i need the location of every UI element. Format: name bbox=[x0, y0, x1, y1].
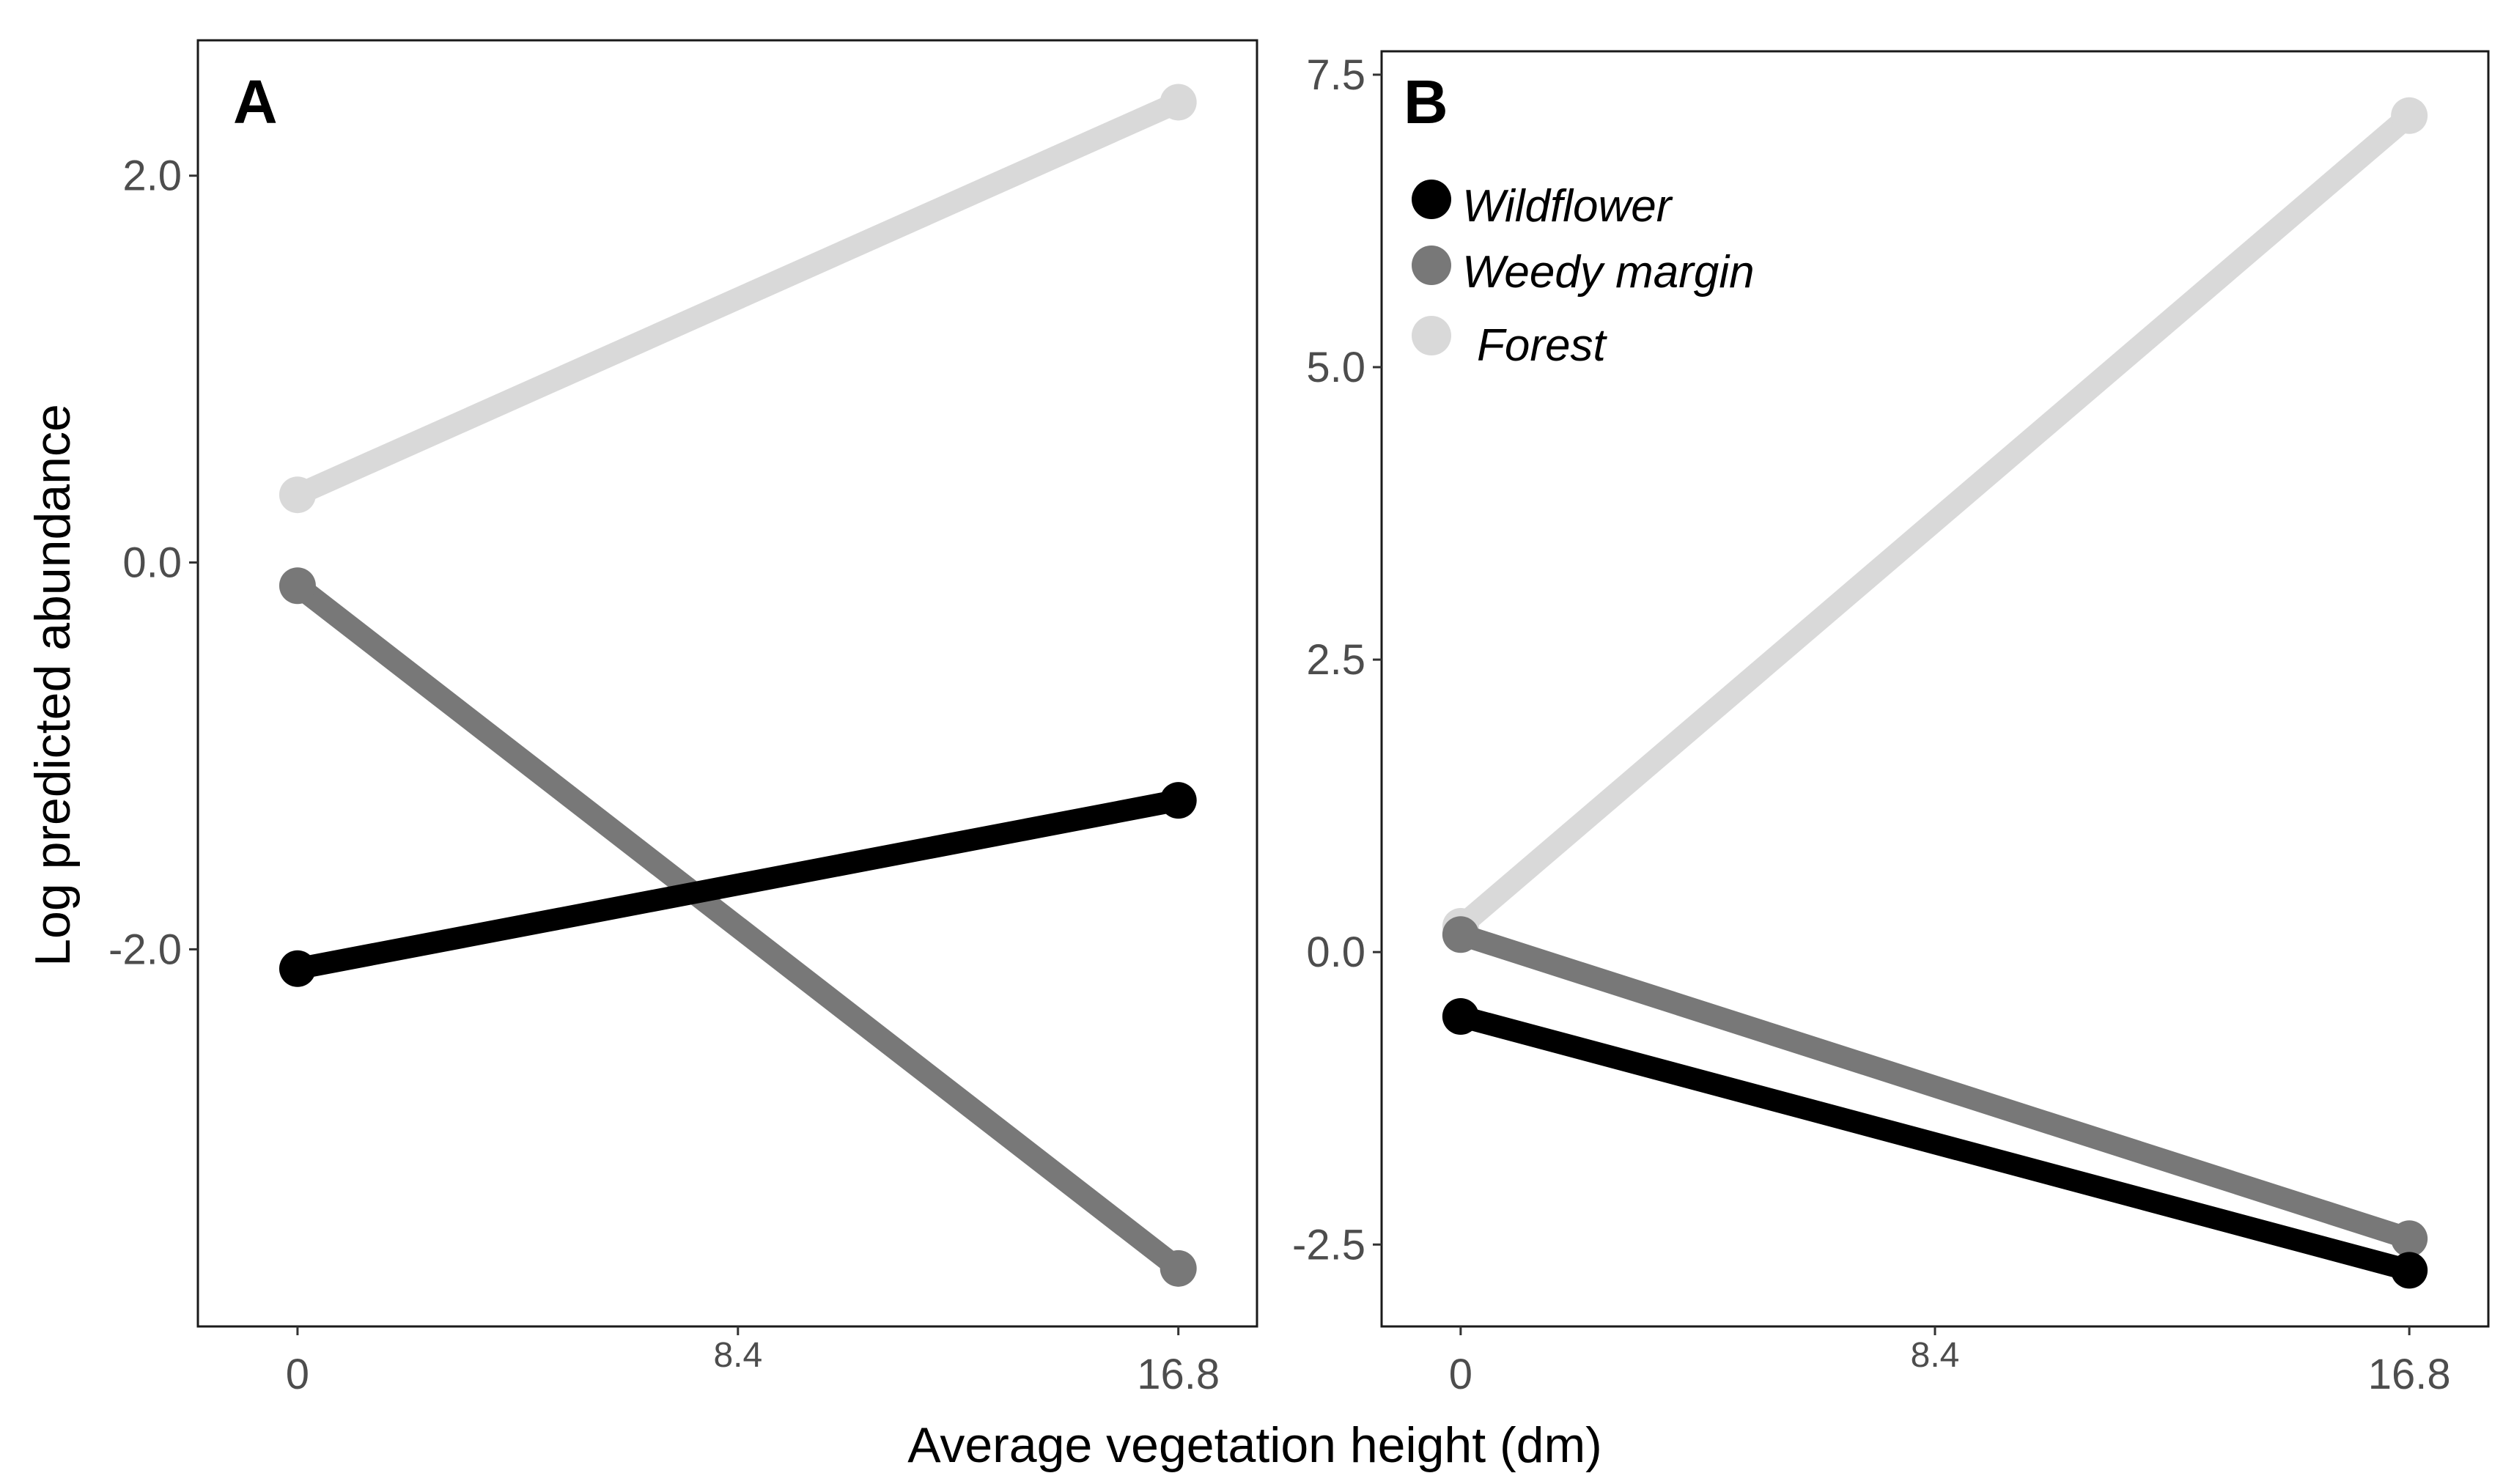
x-axis-title: Average vegetation height (dm) bbox=[907, 1417, 1602, 1473]
panel-a-ytick-label: -2.0 bbox=[108, 926, 182, 973]
panel-a-point-forest bbox=[279, 476, 316, 514]
panel-a-frame bbox=[196, 39, 1258, 1328]
panel-b-point-wildflower bbox=[2391, 1252, 2428, 1289]
panel-b-xtick-label: 8.4 bbox=[1911, 1336, 1960, 1375]
legend-label-wildflower: Wildflower bbox=[1462, 181, 1673, 232]
panel-a-xtick-label: 16.8 bbox=[1137, 1351, 1220, 1398]
panel-a-ytick-label: 2.0 bbox=[122, 152, 182, 200]
panel-b-point-weedy-margin bbox=[2391, 1220, 2428, 1258]
panel-a-ytick-label: 0.0 bbox=[122, 539, 182, 587]
panel-a-point-weedy-margin bbox=[279, 567, 316, 605]
legend-swatch-forest bbox=[1412, 316, 1451, 355]
legend-swatch-wildflower bbox=[1412, 180, 1451, 219]
panel-b-ytick-label: 7.5 bbox=[1306, 51, 1365, 99]
panel-a-letter: A bbox=[233, 67, 278, 136]
legend-label-weedy-margin: Weedy margin bbox=[1462, 247, 1755, 298]
legend-swatch-weedy-margin bbox=[1412, 246, 1451, 285]
panel-b-point-forest bbox=[2391, 97, 2428, 134]
panel-a-xtick-label: 8.4 bbox=[713, 1336, 762, 1375]
panel-a-point-wildflower bbox=[279, 950, 316, 987]
panel-b-series-line-forest bbox=[1449, 104, 2421, 938]
panel-b-ytick-label: 5.0 bbox=[1306, 344, 1365, 391]
panel-b-ytick-label: 0.0 bbox=[1306, 929, 1365, 976]
legend: Wildflower Weedy margin Forest bbox=[1412, 180, 1755, 371]
panel-a: -2.0 0.0 2.0 0 8.4 16.8 A bbox=[108, 39, 1258, 1398]
panel-a-point-wildflower bbox=[1160, 782, 1197, 819]
panel-a-xtick-label: 0 bbox=[286, 1351, 309, 1398]
y-axis-title: Log predicted abundance bbox=[25, 404, 81, 967]
panel-b-ytick-label: -2.5 bbox=[1292, 1221, 1365, 1269]
panel-b-series-line-weedy-margin bbox=[1449, 923, 2421, 1250]
panel-a-point-weedy-margin bbox=[1160, 1249, 1197, 1287]
panel-b-series-line-wildflower bbox=[1449, 1005, 2421, 1282]
panel-b-xtick-label: 16.8 bbox=[2368, 1351, 2451, 1398]
legend-label-forest: Forest bbox=[1477, 320, 1607, 371]
panel-a-point-forest bbox=[1160, 84, 1197, 121]
panel-b-letter: B bbox=[1404, 67, 1448, 136]
panel-b-xtick-label: 0 bbox=[1449, 1351, 1472, 1398]
panel-b-point-wildflower bbox=[1442, 997, 1479, 1035]
panel-b-point-weedy-margin bbox=[1442, 916, 1479, 953]
panel-a-series-line-wildflower bbox=[286, 789, 1190, 980]
panel-a-series-line-forest bbox=[286, 91, 1190, 506]
panel-b: -2.5 0.0 2.5 5.0 7.5 0 8.4 16.8 B Wildflower We… bbox=[1292, 50, 2490, 1398]
panel-b-ytick-label: 2.5 bbox=[1306, 636, 1365, 684]
panel-a-series-line-weedy-margin bbox=[286, 575, 1190, 1280]
